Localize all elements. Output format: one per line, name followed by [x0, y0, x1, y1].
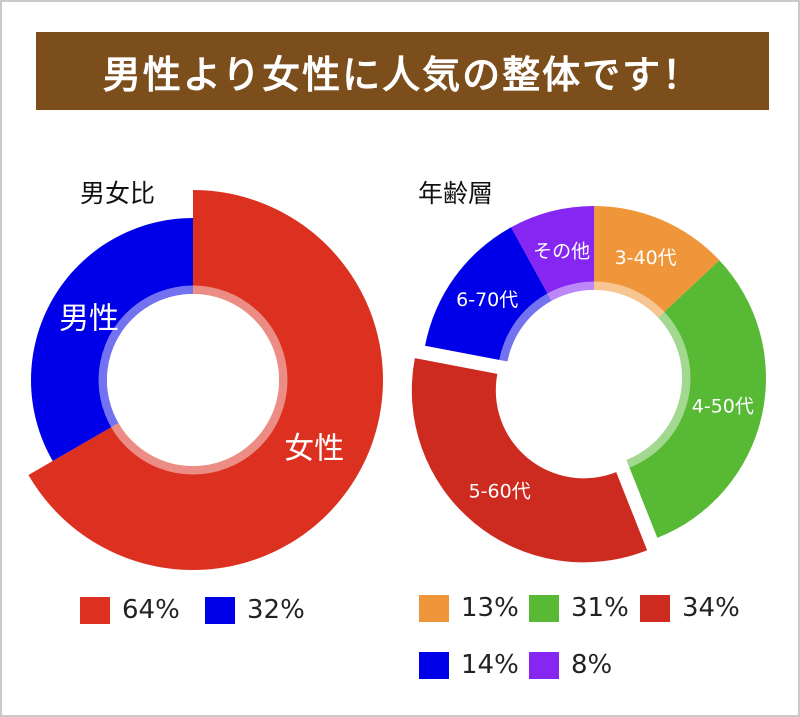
- age-slice-label: 6-70代: [456, 289, 518, 311]
- gender-slice-label: 女性: [284, 432, 344, 467]
- legend-swatch: [529, 651, 559, 679]
- legend-label: 8%: [571, 650, 613, 680]
- legend-label: 32%: [247, 595, 305, 625]
- age-chart-title: 年齢層: [418, 179, 494, 208]
- gender-slice: [28, 190, 383, 570]
- age-slice: [594, 206, 720, 318]
- age-slice: [425, 227, 552, 362]
- age-hole: [506, 290, 682, 466]
- legend-swatch: [529, 594, 559, 622]
- gender-chart-title: 男女比: [80, 179, 156, 208]
- banner-title: 男性より女性に人気の整体です！: [102, 52, 703, 97]
- legend-item-female: 64%: [80, 595, 180, 625]
- legend-swatch: [80, 596, 110, 624]
- legend-label: 13%: [461, 593, 519, 623]
- age-slice-label: 4-50代: [692, 395, 754, 417]
- legend-swatch: [640, 594, 670, 622]
- legend-label: 14%: [461, 650, 519, 680]
- legend-label: 34%: [682, 593, 740, 623]
- age-slice: [411, 358, 648, 563]
- age-slice-label: その他: [533, 241, 590, 263]
- legend-item-30-40s: 13%: [419, 593, 519, 623]
- title-banner: 男性より女性に人気の整体です！: [36, 32, 769, 110]
- legend-label: 31%: [571, 593, 629, 623]
- legend-item-50-60s: 34%: [640, 593, 740, 623]
- legend-item-60-70s: 14%: [419, 650, 519, 680]
- age-slice-label: 5-60代: [469, 481, 531, 503]
- age-slice-label: 3-40代: [615, 247, 677, 269]
- gender-slice-label: 男性: [59, 302, 119, 337]
- legend-item-other: 8%: [529, 650, 612, 680]
- legend-swatch: [419, 651, 449, 679]
- gender-hole: [107, 294, 279, 466]
- age-slice: [511, 206, 594, 301]
- gender-inner-ring: [98, 285, 288, 475]
- legend-swatch: [419, 594, 449, 622]
- legend-swatch: [205, 596, 235, 624]
- gender-slice: [30, 218, 193, 461]
- legend-label: 64%: [122, 595, 180, 625]
- legend-item-male: 32%: [205, 595, 305, 625]
- legend-item-40-50s: 31%: [529, 593, 629, 623]
- age-inner-ring: [497, 281, 691, 475]
- age-slice: [626, 260, 767, 538]
